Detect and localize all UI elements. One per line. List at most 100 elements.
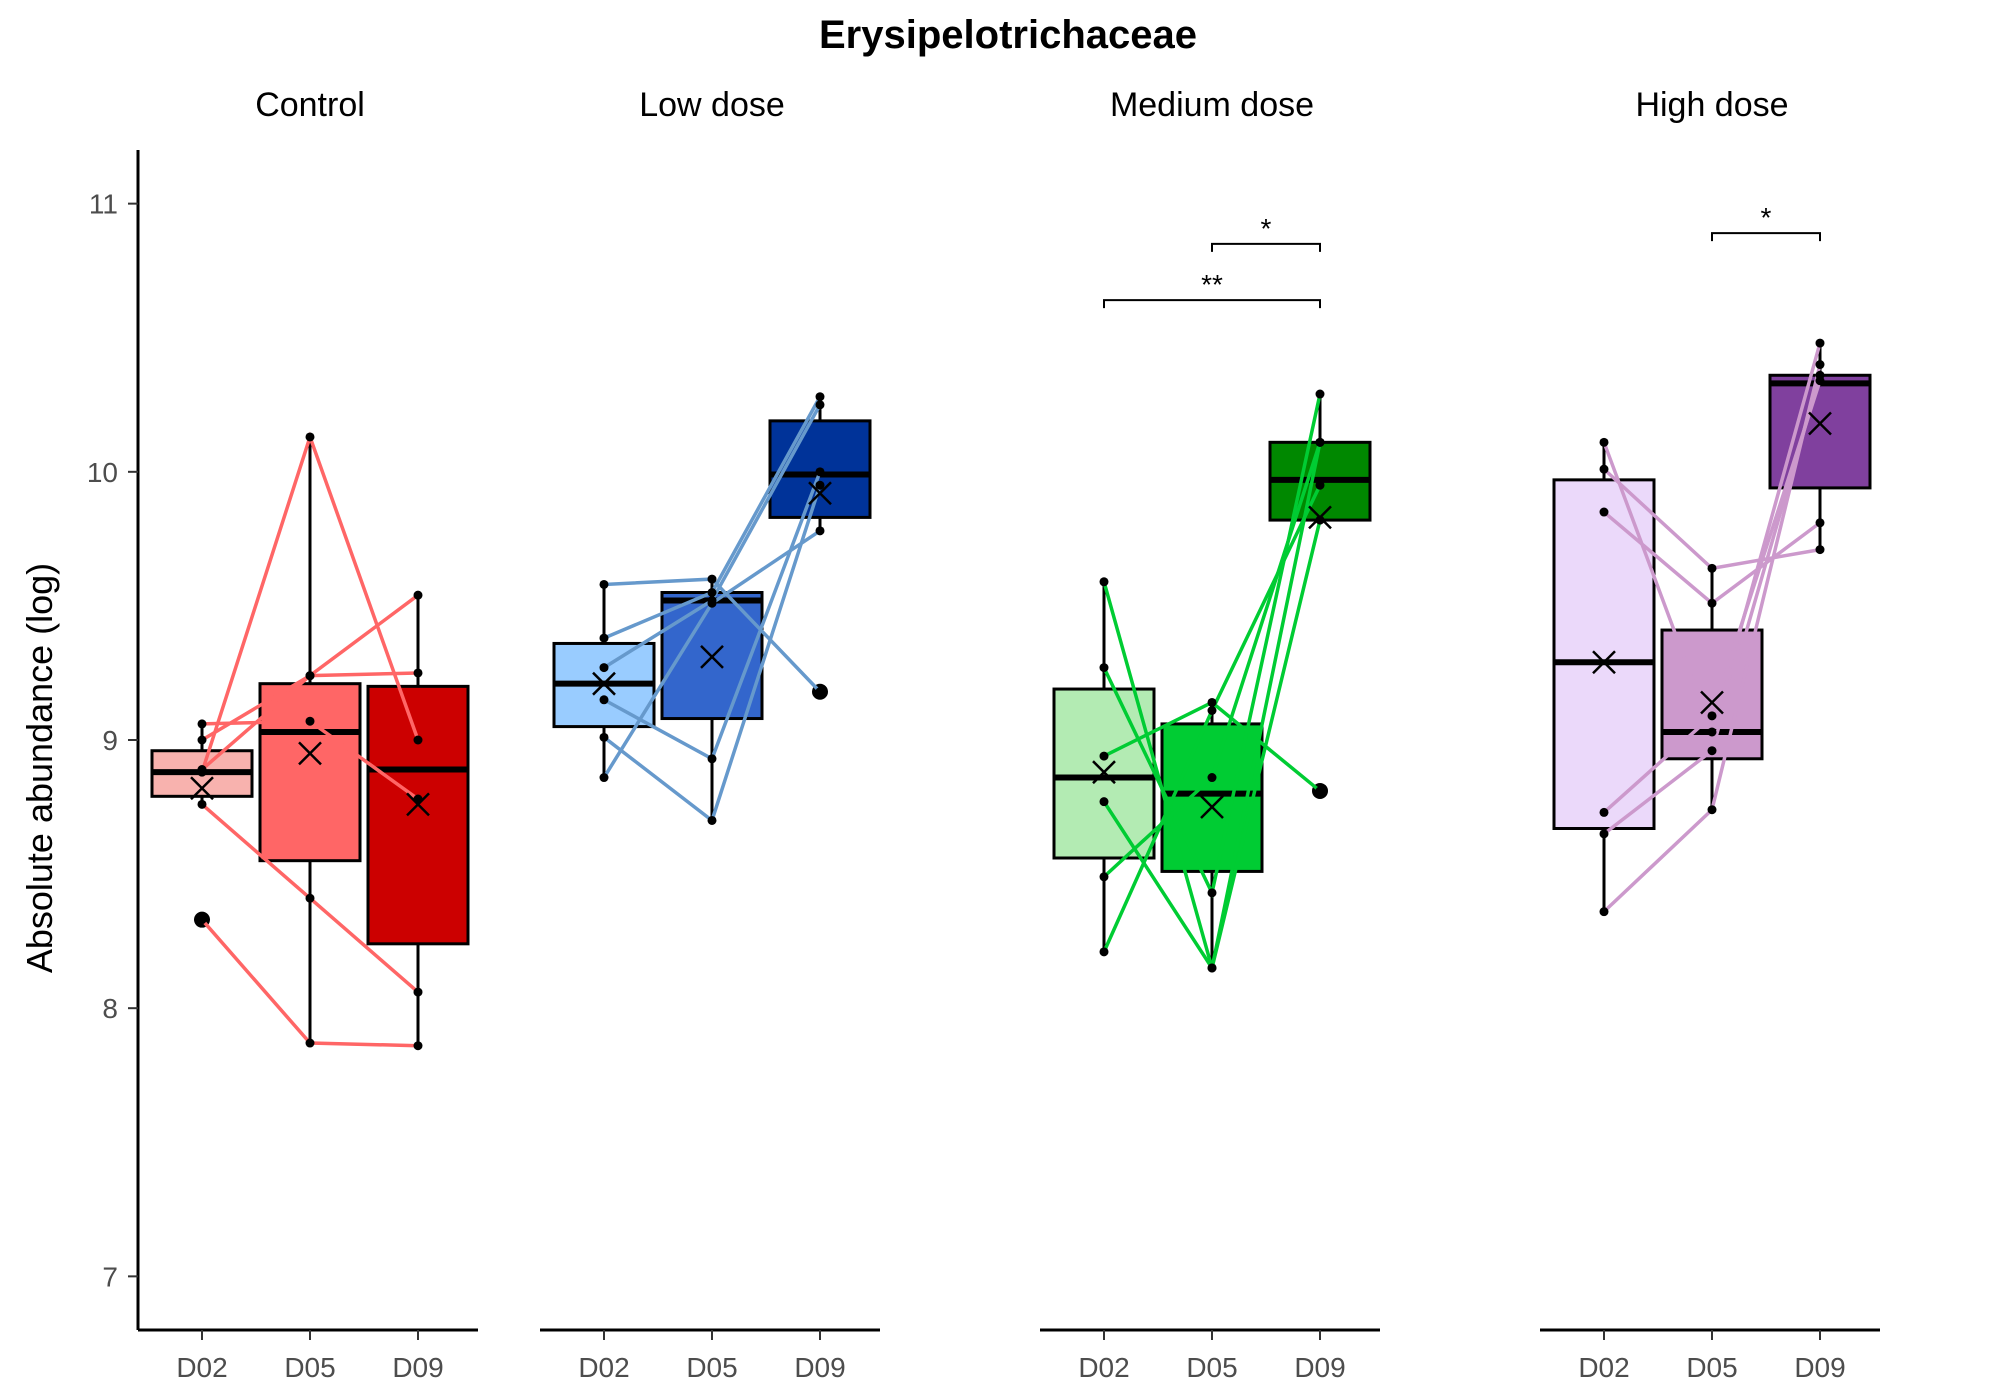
mean-marker-stroke: [1700, 690, 1724, 715]
subject-point: [707, 598, 717, 608]
y-tick-label: 11: [89, 189, 118, 220]
subject-point: [1315, 437, 1325, 447]
subject-point: [197, 719, 207, 729]
subject-point: [413, 668, 423, 678]
subject-point: [1815, 545, 1825, 555]
subject-point: [413, 590, 423, 600]
subject-point: [1815, 518, 1825, 528]
bracket-line: [1211, 242, 1321, 252]
subject-point: [197, 799, 207, 809]
subject-point: [815, 687, 825, 697]
x-tick-label: D05: [1686, 1352, 1737, 1383]
subject-point: [599, 633, 609, 643]
significance-bracket: **: [1103, 269, 1321, 309]
subject-point: [599, 732, 609, 742]
box-d02: [150, 723, 254, 928]
mean-marker-stroke: [592, 671, 616, 696]
mean-marker: [406, 792, 430, 817]
subject-point: [197, 765, 207, 774]
subject-point: [1099, 577, 1109, 587]
y-tick-label: 9: [102, 725, 118, 756]
subject-point: [1207, 888, 1217, 898]
x-tick-label: D05: [1186, 1352, 1237, 1383]
x-tick-label: D09: [794, 1352, 845, 1383]
subject-point: [815, 480, 825, 490]
subject-point: [1599, 807, 1609, 817]
mean-marker: [592, 671, 616, 696]
x-tick-label: D02: [1078, 1352, 1129, 1383]
mean-marker: [298, 741, 322, 766]
panel-control: Control D02 D05 D09: [138, 86, 478, 1383]
x-tick-label: D02: [578, 1352, 629, 1383]
box-d05: [1160, 702, 1264, 968]
mean-marker: [1592, 650, 1616, 675]
y-axis: 7 8 9 10 11: [87, 150, 140, 1330]
mean-marker-stroke: [808, 481, 832, 506]
y-tick-label: 7: [102, 1261, 118, 1292]
subject-point: [1315, 786, 1325, 796]
box-d02: [552, 584, 656, 778]
box-body: [1660, 628, 1764, 761]
subject-point: [413, 987, 423, 997]
panel-title: High dose: [1635, 86, 1788, 124]
mean-marker: [1700, 690, 1724, 715]
bracket-line: [1103, 299, 1321, 309]
subject-point: [815, 392, 825, 402]
box-body: [1052, 687, 1156, 860]
subject-point: [599, 579, 609, 589]
subject-point: [1599, 829, 1609, 839]
subject-point: [599, 695, 609, 705]
x-tick-label: D09: [1794, 1352, 1845, 1383]
significance-label: *: [1261, 213, 1272, 244]
subject-point: [1707, 727, 1717, 737]
subject-point: [815, 400, 825, 410]
subject-point: [1599, 437, 1609, 447]
panel-title: Medium dose: [1110, 86, 1314, 124]
mean-marker: [190, 776, 214, 801]
box-d02: [1052, 581, 1156, 952]
mean-marker-stroke: [190, 776, 214, 801]
subject-point: [305, 432, 315, 442]
subject-point: [1207, 706, 1217, 715]
panel-title: Control: [255, 86, 365, 124]
significance-label: **: [1201, 269, 1223, 300]
subject-point: [1207, 697, 1217, 707]
box-d09: [1268, 394, 1372, 799]
x-tick-label: D09: [1294, 1352, 1345, 1383]
subject-point: [1315, 515, 1325, 525]
subject-point: [1315, 480, 1325, 490]
panel-high-dose: High dose D02 D05 D09 *: [1540, 86, 1880, 1383]
mean-marker: [1092, 760, 1116, 785]
subject-point: [1099, 663, 1109, 673]
mean-marker-stroke: [298, 741, 322, 766]
subject-point: [599, 773, 609, 783]
box-body: [366, 684, 470, 946]
subject-point: [815, 526, 825, 536]
box-d05: [1660, 568, 1764, 810]
significance-bracket: *: [1211, 213, 1321, 252]
mean-marker: [700, 644, 724, 669]
mean-marker-stroke: [700, 644, 724, 669]
subject-point: [413, 735, 423, 745]
x-tick-label: D05: [686, 1352, 737, 1383]
mean-marker-stroke: [1092, 760, 1116, 785]
mean-marker-stroke: [1200, 795, 1224, 819]
chart-panels: Control D02 D05 D09 Low dose D02 D05 D09 Medium …: [138, 86, 1880, 1383]
subject-point: [1099, 751, 1109, 761]
y-axis-label: Absolute abundance (log): [19, 563, 60, 973]
subject-point: [1707, 711, 1717, 721]
subject-point: [1599, 907, 1609, 917]
mean-marker-stroke: [406, 792, 430, 817]
box-d09: [366, 595, 470, 1046]
chart-title: Erysipelotrichaceae: [819, 13, 1197, 57]
box-d05: [258, 436, 362, 1044]
subject-point: [305, 893, 315, 903]
subject-point: [413, 1041, 423, 1051]
subject-point: [1599, 507, 1609, 517]
subject-point: [707, 588, 717, 597]
mean-marker: [1308, 505, 1332, 530]
subject-point: [305, 671, 315, 681]
mean-marker: [808, 481, 832, 506]
